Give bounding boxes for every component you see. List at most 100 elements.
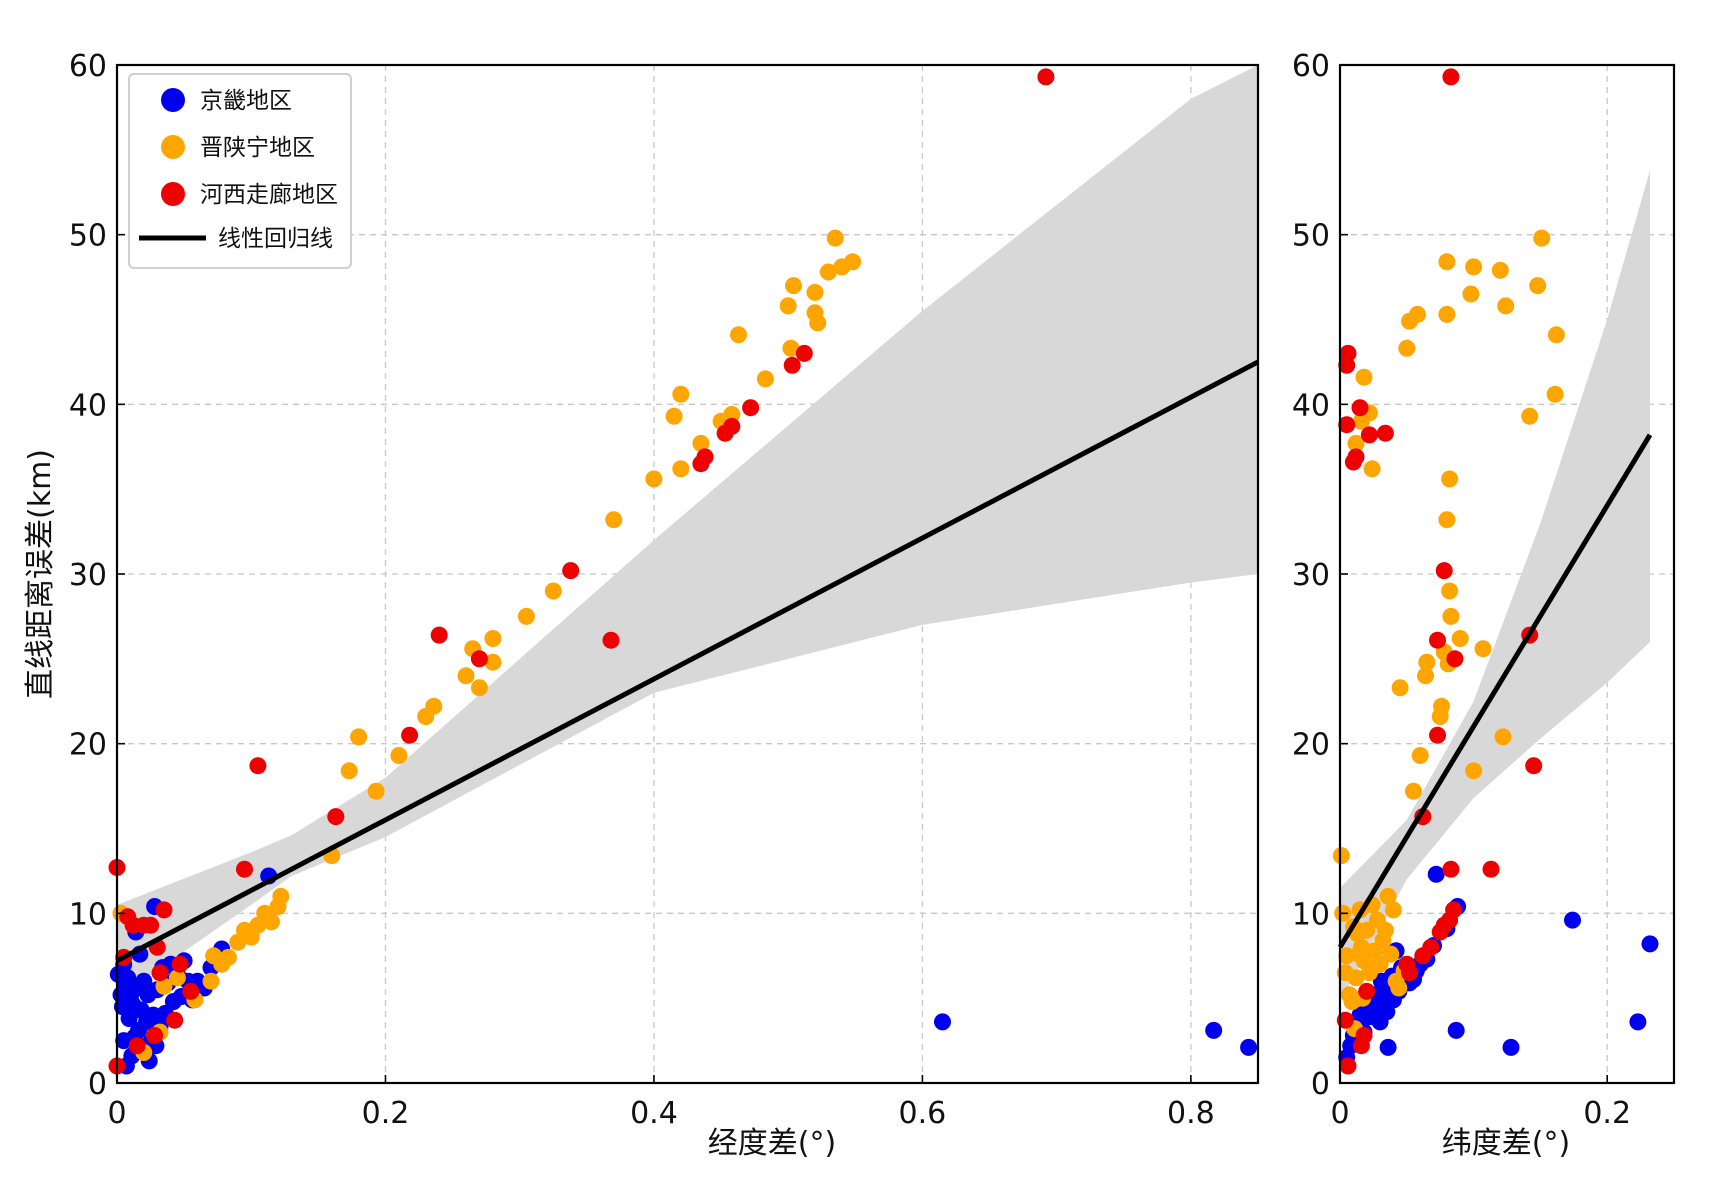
longitude-points bbox=[108, 68, 1258, 1075]
latitude-point-jingji-32 bbox=[1629, 1013, 1647, 1031]
longitude-regression-line bbox=[115, 359, 1260, 964]
latitude-point-hexi-29 bbox=[1525, 757, 1543, 775]
longitude-point-hexi-26 bbox=[723, 417, 741, 435]
latitude-point-jinshanning-55 bbox=[1465, 258, 1483, 276]
longitude-point-jingji-45 bbox=[934, 1013, 951, 1031]
longitude-xtick-label-1: 0.2 bbox=[362, 1096, 410, 1131]
latitude-point-hexi-7 bbox=[1376, 424, 1394, 442]
latitude-x-axis-title: 纬度差(°) bbox=[1442, 1126, 1570, 1161]
longitude-point-jinshanning-15 bbox=[262, 913, 280, 931]
latitude-ytick-label-0: 0 bbox=[1311, 1067, 1330, 1102]
latitude-point-jinshanning-62 bbox=[1533, 229, 1551, 247]
longitude-panel: 0 0.2 0.4 0.6 0.8 0 10 20 30 40 50 60 经度差(°) bbox=[69, 49, 1260, 1161]
latitude-point-jinshanning-59 bbox=[1497, 297, 1515, 315]
longitude-point-hexi-24 bbox=[696, 448, 714, 466]
longitude-point-jinshanning-41 bbox=[756, 370, 774, 388]
longitude-point-jingji-46 bbox=[1205, 1021, 1223, 1039]
latitude-point-jinshanning-53 bbox=[1462, 285, 1480, 303]
longitude-point-jinshanning-3 bbox=[155, 977, 173, 995]
longitude-point-hexi-30 bbox=[1037, 68, 1055, 86]
latitude-point-jinshanning-45 bbox=[1438, 305, 1456, 323]
longitude-point-jinshanning-39 bbox=[723, 406, 741, 423]
latitude-point-jinshanning-64 bbox=[1547, 326, 1565, 344]
longitude-point-jingji-47 bbox=[1240, 1038, 1258, 1056]
latitude-panel: 0 0.2 0 10 20 30 40 50 60 纬度差(°) bbox=[1292, 49, 1676, 1161]
latitude-point-jinshanning-38 bbox=[1409, 305, 1426, 323]
latitude-point-hexi-24 bbox=[1435, 562, 1453, 580]
legend-marker-jinshanning bbox=[161, 135, 185, 159]
latitude-point-jinshanning-43 bbox=[1433, 697, 1450, 715]
longitude-x-axis-title: 经度差(°) bbox=[708, 1126, 836, 1161]
longitude-point-jinshanning-20 bbox=[350, 728, 368, 746]
latitude-point-hexi-6 bbox=[1360, 426, 1378, 444]
latitude-point-jingji-25 bbox=[1427, 865, 1445, 883]
longitude-point-jinshanning-29 bbox=[484, 630, 502, 647]
latitude-point-hexi-20 bbox=[1445, 901, 1463, 919]
longitude-ytick-label-1: 10 bbox=[69, 897, 107, 932]
latitude-point-jinshanning-47 bbox=[1438, 511, 1456, 529]
longitude-ytick-label-4: 40 bbox=[69, 388, 107, 423]
longitude-ytick-label-5: 50 bbox=[69, 219, 107, 254]
longitude-point-jinshanning-31 bbox=[544, 582, 562, 600]
latitude-point-jinshanning-58 bbox=[1494, 728, 1512, 746]
latitude-point-jingji-31 bbox=[1564, 911, 1581, 929]
latitude-point-jinshanning-15 bbox=[1358, 921, 1376, 939]
longitude-point-jinshanning-40 bbox=[730, 326, 747, 344]
latitude-point-hexi-30 bbox=[1442, 68, 1460, 86]
latitude-point-hexi-1 bbox=[1339, 344, 1357, 362]
latitude-point-jinshanning-34 bbox=[1391, 679, 1409, 697]
legend-marker-hexi bbox=[161, 182, 185, 206]
latitude-point-jinshanning-22 bbox=[1376, 921, 1394, 939]
longitude-ytick-label-0: 0 bbox=[88, 1067, 107, 1102]
longitude-point-jinshanning-4 bbox=[168, 969, 186, 987]
longitude-ytick-label-6: 60 bbox=[69, 49, 107, 84]
latitude-point-jinshanning-50 bbox=[1441, 582, 1459, 600]
longitude-xtick-label-4: 0.8 bbox=[1167, 1096, 1215, 1131]
latitude-point-jinshanning-37 bbox=[1405, 782, 1422, 800]
latitude-point-hexi-12 bbox=[1358, 982, 1376, 1000]
longitude-point-hexi-11 bbox=[155, 901, 173, 919]
longitude-confidence-band bbox=[117, 65, 1258, 999]
latitude-point-hexi-14 bbox=[1401, 964, 1418, 982]
latitude-point-jinshanning-57 bbox=[1491, 261, 1509, 279]
latitude-ytick-label-2: 20 bbox=[1292, 728, 1330, 763]
longitude-point-hexi-29 bbox=[795, 344, 813, 362]
latitude-point-hexi-11 bbox=[1355, 1027, 1373, 1044]
longitude-ytick-label-3: 30 bbox=[69, 558, 107, 593]
latitude-point-jinshanning-46 bbox=[1438, 253, 1456, 271]
latitude-point-hexi-23 bbox=[1429, 631, 1446, 649]
latitude-point-hexi-25 bbox=[1446, 650, 1464, 668]
latitude-point-jinshanning-33 bbox=[1363, 460, 1381, 478]
longitude-point-jinshanning-35 bbox=[672, 385, 690, 403]
latitude-point-jinshanning-8 bbox=[1347, 969, 1365, 987]
latitude-ytick-label-1: 10 bbox=[1292, 897, 1330, 932]
longitude-point-jinshanning-6 bbox=[202, 972, 220, 990]
latitude-point-jingji-28 bbox=[1379, 1038, 1397, 1056]
longitude-point-jinshanning-44 bbox=[785, 277, 802, 295]
longitude-point-jinshanning-36 bbox=[672, 460, 690, 478]
longitude-point-jingji-6 bbox=[120, 1010, 138, 1027]
longitude-point-hexi-17 bbox=[327, 808, 345, 826]
latitude-xtick-label-1: 0.2 bbox=[1583, 1096, 1631, 1131]
y-axis-title: 直线距离误差(km) bbox=[23, 449, 58, 699]
latitude-xtick-label-0: 0 bbox=[1330, 1096, 1349, 1131]
latitude-point-jinshanning-27 bbox=[1390, 979, 1408, 997]
longitude-point-jinshanning-33 bbox=[645, 470, 663, 488]
latitude-point-jinshanning-54 bbox=[1465, 762, 1483, 780]
latitude-point-jinshanning-61 bbox=[1529, 277, 1547, 295]
latitude-point-jinshanning-52 bbox=[1451, 630, 1469, 647]
longitude-point-jinshanning-47 bbox=[809, 314, 827, 332]
latitude-point-jinshanning-60 bbox=[1521, 407, 1539, 425]
latitude-point-jinshanning-29 bbox=[1347, 434, 1365, 452]
legend-marker-jingji bbox=[161, 88, 185, 112]
longitude-point-jinshanning-9 bbox=[219, 948, 237, 966]
longitude-point-jinshanning-27 bbox=[470, 679, 488, 697]
longitude-point-jinshanning-22 bbox=[390, 747, 408, 764]
latitude-point-hexi-16 bbox=[1422, 938, 1440, 956]
longitude-ytick-label-2: 20 bbox=[69, 728, 107, 763]
latitude-point-jinshanning-24 bbox=[1382, 945, 1400, 963]
longitude-ticks: 0 0.2 0.4 0.6 0.8 0 10 20 30 40 50 60 bbox=[69, 49, 1215, 1131]
latitude-point-jinshanning-12 bbox=[1352, 938, 1370, 956]
longitude-point-jingji-13 bbox=[135, 972, 153, 990]
